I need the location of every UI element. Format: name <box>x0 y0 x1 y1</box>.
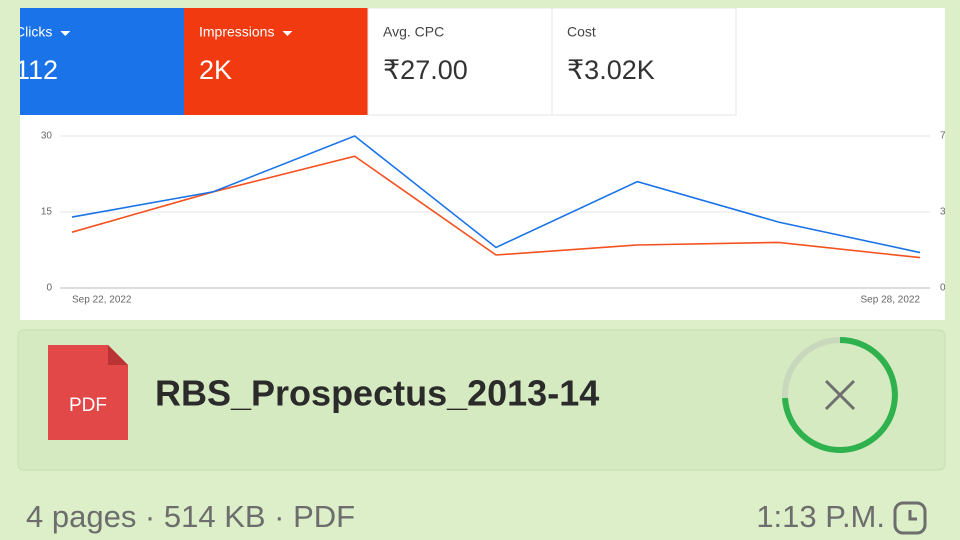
pdf-fold <box>108 345 128 365</box>
metric-label: Clicks <box>15 24 52 40</box>
y-tick-label: 0 <box>46 283 52 294</box>
dropdown-arrow <box>60 31 71 36</box>
y2-tick-label: 0 <box>940 283 946 294</box>
pdf-icon <box>48 345 128 440</box>
series-line <box>71 135 921 254</box>
dropdown-arrow <box>282 31 293 36</box>
cancel-button[interactable] <box>782 337 898 453</box>
metric-value: ₹3.02K <box>567 55 655 85</box>
metric-label: Impressions <box>199 24 274 40</box>
pdf-label: PDF <box>69 395 107 416</box>
progress-arc <box>782 337 898 453</box>
y-tick-label: 15 <box>41 207 53 218</box>
file-meta: 4 pages · 514 KB · PDF <box>26 499 355 534</box>
metric-tile[interactable] <box>551 8 737 116</box>
file-time: 1:13 P.M. <box>756 499 885 534</box>
cancel-icon <box>824 379 856 411</box>
metric-tile[interactable] <box>0 8 184 115</box>
x-tick-label: Sep 22, 2022 <box>72 295 132 306</box>
metric-value: 112 <box>15 55 58 85</box>
clock-icon <box>893 501 927 535</box>
y2-tick-label: 700 <box>940 131 957 142</box>
file-row[interactable] <box>17 329 946 471</box>
x-tick-label: Sep 28, 2022 <box>861 295 921 306</box>
metric-label: Avg. CPC <box>383 24 444 40</box>
file-name: RBS_Prospectus_2013-14 <box>155 373 599 414</box>
card-content: Clicks 112 Impressions 2K Avg. CPC ₹27.00 Cost… <box>0 8 957 306</box>
metric-value: 2K <box>199 55 232 85</box>
y-tick-label: 30 <box>41 131 53 142</box>
metric-label: Cost <box>567 24 596 40</box>
metric-tile[interactable] <box>184 8 368 115</box>
metric-tile[interactable] <box>367 8 553 116</box>
metric-value: ₹27.00 <box>383 55 468 85</box>
y2-tick-label: 350 <box>940 207 957 218</box>
